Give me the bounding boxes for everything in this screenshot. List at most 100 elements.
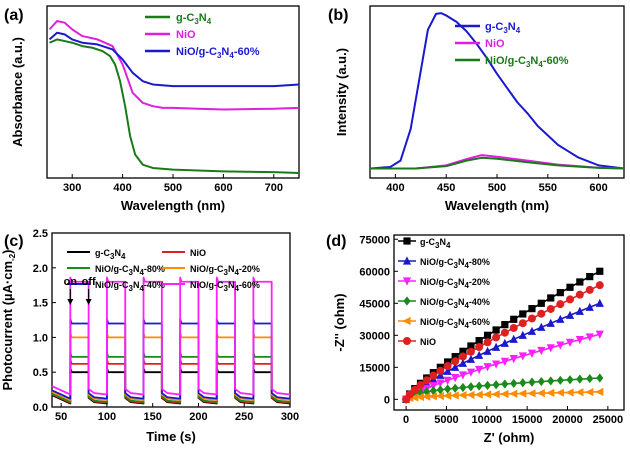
- panel-a-series-nio: [48, 20, 300, 111]
- panel-d-series-nio-g-c3n4-60-point: [410, 393, 419, 402]
- panel-d-series-g-c3n4-point: [459, 347, 467, 355]
- panel-c-series-nio-g-c3n4-40: [51, 318, 291, 400]
- panel-d-series-g-c3n4-point: [547, 294, 555, 302]
- panel-d-series-nio-point: [518, 319, 527, 328]
- panel-d-legend-marker: [403, 337, 411, 345]
- panel-d-series-nio-g-c3n4-60-point: [415, 392, 425, 402]
- panel-d-series-g-c3n4-point: [483, 331, 492, 339]
- panel-d-series-nio-g-c3n4-40-point: [528, 377, 536, 387]
- panel-a-series-g-c3n4: [49, 38, 300, 174]
- panel-d-plot-frame: [393, 234, 625, 411]
- panel-c-panel-label: (c): [4, 233, 24, 250]
- panel-d-series-nio-g-c3n4-60-point: [450, 391, 459, 400]
- panel-d-x-tick-label: 0: [403, 414, 409, 426]
- panel-a-x-tick-label: 400: [113, 182, 131, 194]
- panel-d-y-tick-label: 0: [384, 394, 390, 406]
- panel-d-series-nio-point: [556, 300, 565, 309]
- panel-d-series-g-c3n4-point: [492, 326, 500, 334]
- panel-d-series-g-c3n4-point: [444, 358, 452, 366]
- panel-d-series-nio-g-c3n4-60-point: [466, 390, 475, 400]
- panel-d-impedance-chart: 0 5000 10000 15000 20000 25000 0 15000 30000 4500…: [326, 233, 625, 445]
- panel-d-series-nio-g-c3n4-40-point: [576, 374, 584, 384]
- panel-d-y-axis-label: -Z'' (ohm): [332, 293, 347, 351]
- panel-c-series-nio-g-c3n4-80: [51, 351, 291, 403]
- panel-a-x-axis-label: Wavelength (nm): [121, 198, 225, 213]
- panel-d-series-nio-g-c3n4-20-point: [556, 341, 565, 350]
- panel-d-series-nio-g-c3n4-40-point: [459, 382, 467, 393]
- panel-d-x-tick-label: 15000: [512, 414, 543, 426]
- panel-d-series-nio-point: [422, 376, 431, 385]
- panel-b-legend-label: NiO/g-C3N4-60%: [485, 55, 569, 69]
- panel-d-series-nio-g-c3n4-20-point: [585, 333, 594, 342]
- panel-c-y-tick-label: 2.0: [33, 263, 48, 275]
- panel-c-legend-label: g-C3N4: [95, 248, 126, 261]
- panel-d-series-nio-g-c3n4-80-point: [436, 370, 445, 379]
- panel-d-series-nio-g-c3n4-20-point: [483, 363, 492, 372]
- panel-d-series-nio-g-c3n4-80-point: [565, 310, 575, 319]
- panel-d-series-nio-point: [458, 352, 467, 361]
- panel-c-legend-label: NiO/g-C3N4-60%: [190, 280, 260, 293]
- panel-a-x-tick-label: 300: [63, 182, 81, 194]
- panel-d-series-nio-point: [436, 366, 445, 375]
- panel-d-series-g-c3n4-point: [501, 321, 509, 329]
- panel-d-y-tick-label: 60000: [359, 266, 390, 278]
- panel-d-series-nio-g-c3n4-80-point: [500, 338, 509, 347]
- panel-d-series-nio-point: [500, 328, 509, 337]
- panel-c-x-axis-label: Time (s): [146, 429, 196, 444]
- panel-d-panel-label: (d): [326, 233, 346, 250]
- panel-c-annotation-on: on: [64, 276, 78, 288]
- panel-d-series-nio-point: [443, 362, 452, 371]
- panel-d-series-nio-g-c3n4-40-point: [423, 387, 431, 397]
- panel-d-series-nio-g-c3n4-80-point: [546, 318, 555, 327]
- panel-c-legend-label: NiO/g-C3N4-20%: [190, 264, 260, 277]
- panel-d-legend-label: NiO: [420, 337, 436, 347]
- panel-a-plot-frame: [46, 5, 300, 179]
- panel-d-series-nio-g-c3n4-20-point: [492, 360, 501, 369]
- panel-d-series-nio-g-c3n4-80-point: [509, 334, 518, 343]
- panel-c-y-axis-label: Photocurrent (µA·cm-2): [0, 249, 17, 390]
- panel-c-y-tick-label: 2.5: [33, 228, 48, 240]
- panel-d-x-tick-label: 10000: [472, 414, 503, 426]
- panel-d-series-g-c3n4-point: [566, 283, 574, 291]
- panel-d-series-nio-g-c3n4-40-point: [586, 373, 594, 384]
- panel-d-series-nio-point: [492, 333, 501, 342]
- panel-d-series-nio-g-c3n4-20-point: [458, 371, 468, 380]
- panel-d-series-nio-g-c3n4-20-point: [451, 374, 460, 383]
- panel-d-series-nio-g-c3n4-20-point: [575, 336, 584, 345]
- panel-d-series-nio-g-c3n4-20-point: [595, 330, 604, 339]
- panel-d-series-nio-g-c3n4-80-point: [475, 350, 484, 359]
- panel-d-series-nio-g-c3n4-60-point: [500, 389, 509, 399]
- panel-d-series-nio-g-c3n4-60-point: [555, 388, 564, 397]
- panel-d-series-nio-g-c3n4-20-point: [537, 346, 546, 356]
- panel-d-legend-label: NiO/g-C3N4-80%: [420, 257, 490, 270]
- panel-d-series-nio-point: [546, 304, 555, 313]
- panel-d-series-nio-g-c3n4-80-point: [443, 366, 452, 375]
- panel-d-series-nio-point: [466, 347, 475, 356]
- panel-d-series-nio-point: [483, 338, 492, 347]
- panel-d-series-g-c3n4-point: [528, 305, 536, 313]
- panel-d-series-nio-g-c3n4-40-point: [467, 382, 475, 392]
- panel-d-x-axis-label: Z' (ohm): [484, 430, 535, 445]
- panel-d-series-nio-g-c3n4-20-point: [518, 352, 527, 361]
- panel-d-series-nio-g-c3n4-60-point: [585, 387, 594, 397]
- panel-d-series-nio-g-c3n4-80-point: [585, 302, 594, 311]
- panel-a-absorbance-chart: 300 400 500 600 700 Wavelength (nm) Absorbance…: [4, 5, 300, 213]
- panel-d-series-nio-point: [429, 371, 438, 380]
- panel-d-series-nio-g-c3n4-20-point: [546, 344, 555, 353]
- panel-b-panel-label: (b): [328, 7, 348, 24]
- panel-c-x-tick-label: 50: [55, 411, 67, 423]
- panel-d-series-nio-g-c3n4-60-point: [509, 389, 518, 398]
- panel-a-x-tick-label: 600: [214, 182, 232, 194]
- panel-d-series-g-c3n4-point: [510, 315, 518, 323]
- panel-c-y-tick-label: 1.5: [33, 298, 48, 310]
- panel-d-series-g-c3n4-point: [475, 337, 483, 345]
- panel-c-series-nio-g-c3n4-20: [51, 332, 291, 401]
- panel-d-series-nio-g-c3n4-40-point: [416, 388, 425, 398]
- panel-d-legend-label: NiO/g-C3N4-60%: [420, 317, 490, 330]
- panel-d-series-nio-g-c3n4-80-point: [466, 354, 476, 363]
- panel-a-legend-label: NiO: [176, 29, 196, 41]
- panel-d-legend-marker: [403, 237, 411, 245]
- panel-d-series-g-c3n4-point: [586, 273, 594, 281]
- panel-d-series-nio-g-c3n4-60-point: [474, 390, 483, 399]
- panel-d-series-g-c3n4-point: [556, 289, 564, 297]
